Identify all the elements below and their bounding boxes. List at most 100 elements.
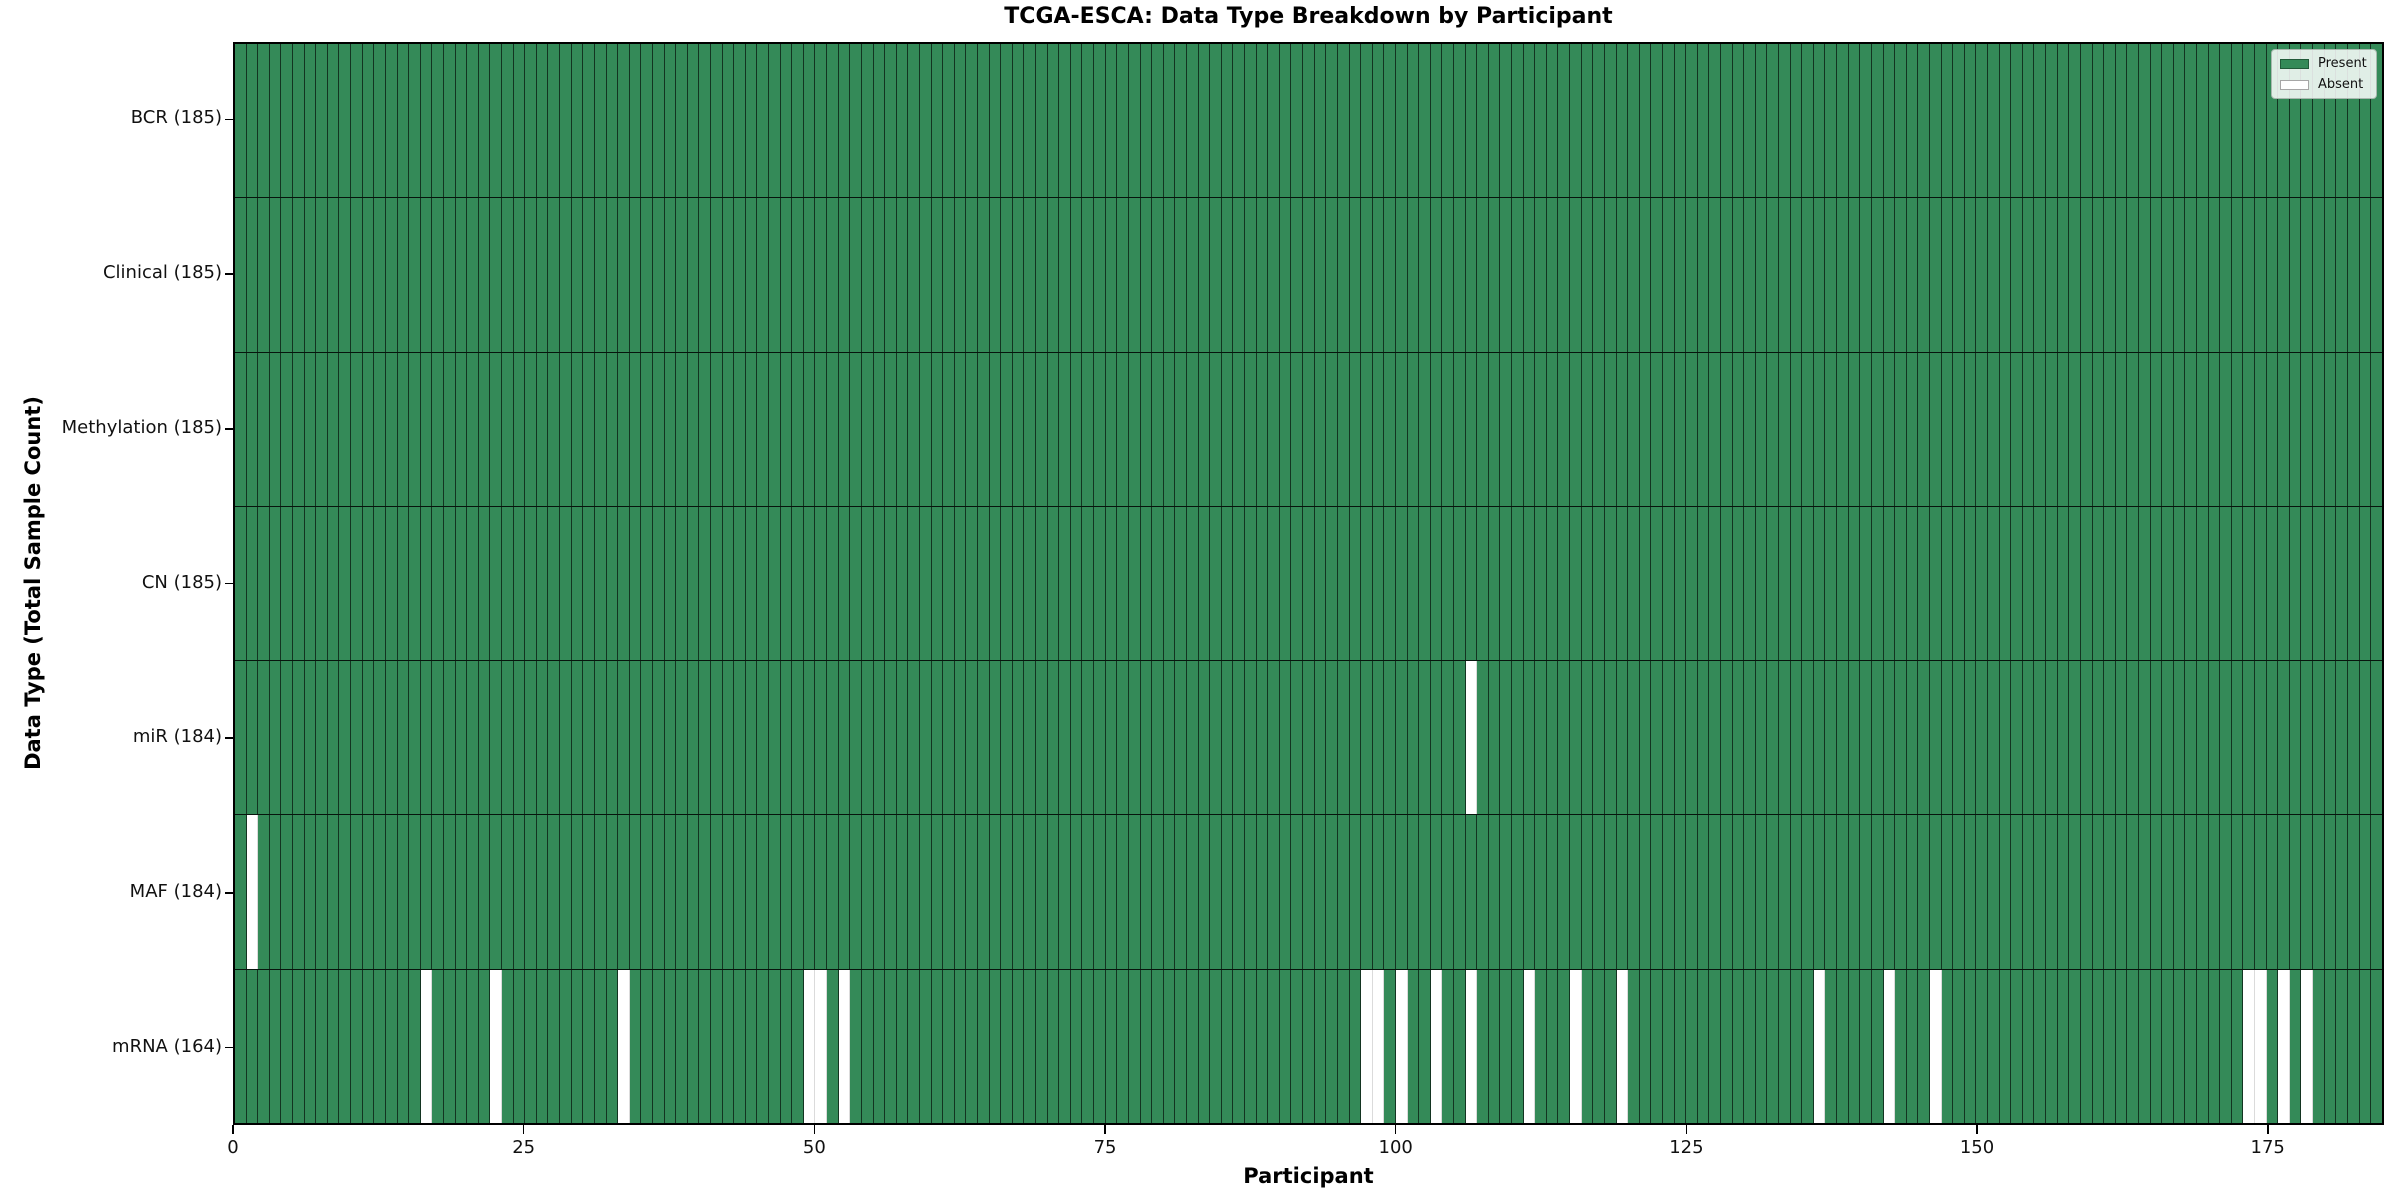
present-cell	[1453, 815, 1466, 969]
present-cell	[1500, 815, 1513, 969]
present-cell	[1430, 506, 1443, 661]
present-cell	[2034, 44, 2047, 198]
present-cell	[1012, 969, 1025, 1123]
present-cell	[304, 506, 317, 661]
present-cell	[1593, 969, 1605, 1123]
present-cell	[269, 969, 282, 1123]
present-cell	[1442, 815, 1454, 969]
present-cell	[374, 352, 386, 506]
present-cell	[235, 44, 247, 198]
present-cell	[1186, 969, 1199, 1123]
present-cell	[2069, 198, 2081, 352]
present-cell	[885, 352, 897, 506]
present-cell	[2069, 969, 2081, 1123]
present-cell	[652, 815, 665, 969]
present-cell	[374, 44, 386, 198]
present-cell	[1639, 352, 1652, 506]
present-cell	[1535, 661, 1547, 815]
present-cell	[281, 506, 294, 661]
present-cell	[1372, 661, 1385, 815]
present-cell	[316, 44, 328, 198]
present-cell	[2289, 815, 2302, 969]
present-cell	[455, 506, 468, 661]
present-cell	[1570, 506, 1582, 661]
present-cell	[861, 44, 874, 198]
present-cell	[536, 198, 549, 352]
present-cell	[1279, 44, 1292, 198]
present-cell	[1895, 198, 1907, 352]
present-cell	[281, 44, 294, 198]
absent-cell	[2301, 969, 2314, 1123]
present-cell	[757, 352, 770, 506]
present-cell	[1303, 661, 1315, 815]
present-cell	[2289, 661, 2302, 815]
present-cell	[1871, 506, 1884, 661]
present-cell	[2022, 352, 2035, 506]
present-cell	[1477, 198, 1489, 352]
present-cell	[432, 969, 444, 1123]
present-cell	[1570, 815, 1582, 969]
present-cell	[978, 506, 990, 661]
present-cell	[745, 969, 758, 1123]
present-cell	[1500, 661, 1513, 815]
present-cell	[769, 198, 781, 352]
present-cell	[1291, 198, 1304, 352]
present-cell	[2046, 352, 2058, 506]
absent-cell	[1395, 969, 1408, 1123]
present-cell	[1361, 44, 1373, 198]
absent-cell	[838, 969, 851, 1123]
present-cell	[1465, 44, 1478, 198]
present-cell	[2313, 506, 2325, 661]
present-cell	[908, 969, 920, 1123]
present-cell	[1721, 506, 1733, 661]
present-cell	[734, 198, 746, 352]
present-cell	[2115, 969, 2128, 1123]
present-cell	[1651, 352, 1663, 506]
present-cell	[1105, 506, 1118, 661]
present-cell	[1372, 506, 1385, 661]
present-cell	[2231, 352, 2244, 506]
present-cell	[873, 506, 886, 661]
present-cell	[1860, 969, 1872, 1123]
present-cell	[722, 661, 735, 815]
present-cell	[1059, 506, 1071, 661]
present-cell	[1546, 198, 1559, 352]
present-cell	[1686, 661, 1698, 815]
present-cell	[885, 969, 897, 1123]
present-cell	[1314, 44, 1327, 198]
present-cell	[919, 352, 932, 506]
present-cell	[2301, 815, 2314, 969]
present-cell	[246, 661, 259, 815]
present-cell	[409, 815, 421, 969]
chart-title: TCGA-ESCA: Data Type Breakdown by Partic…	[1004, 4, 1613, 29]
present-cell	[722, 198, 735, 352]
present-cell	[1732, 506, 1745, 661]
present-cell	[1790, 969, 1803, 1123]
present-cell	[2208, 44, 2221, 198]
present-cell	[1616, 198, 1629, 352]
present-cell	[2080, 198, 2093, 352]
present-cell	[2138, 506, 2151, 661]
present-cell	[757, 969, 770, 1123]
y-tick-label: CN (185)	[141, 571, 222, 593]
present-cell	[385, 198, 398, 352]
present-cell	[1186, 198, 1199, 352]
present-cell	[1929, 198, 1942, 352]
present-cell	[1616, 44, 1629, 198]
present-cell	[978, 815, 990, 969]
present-cell	[385, 352, 398, 506]
present-cell	[1895, 44, 1907, 198]
present-cell	[2266, 969, 2279, 1123]
present-cell	[1442, 661, 1454, 815]
present-cell	[1163, 352, 1176, 506]
present-cell	[1465, 198, 1478, 352]
present-cell	[2324, 815, 2337, 969]
present-cell	[687, 661, 700, 815]
present-cell	[827, 661, 839, 815]
present-cell	[745, 198, 758, 352]
present-cell	[1001, 815, 1013, 969]
present-cell	[1349, 352, 1362, 506]
present-cell	[2347, 198, 2360, 352]
present-cell	[1245, 352, 1257, 506]
present-cell	[1117, 661, 1129, 815]
